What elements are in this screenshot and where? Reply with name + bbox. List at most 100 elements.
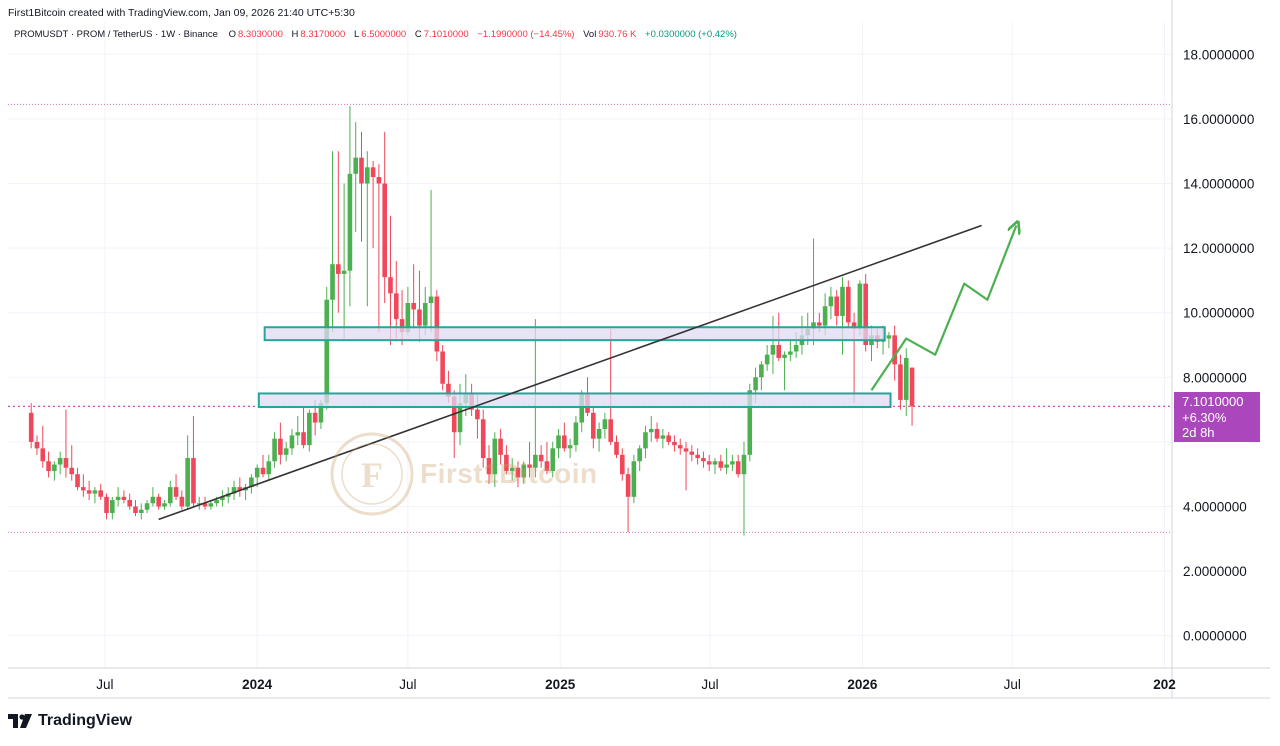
y-tick-label: 8.0000000: [1183, 370, 1247, 385]
candle-body: [52, 464, 57, 471]
vol-change-value: +0.0300000 (+0.42%): [645, 29, 737, 40]
candle-body: [509, 467, 515, 471]
candle-body: [573, 422, 579, 446]
candle-body: [312, 412, 318, 423]
candle-body: [527, 464, 532, 468]
candle-body: [347, 173, 353, 271]
candle-body: [544, 461, 550, 471]
candle-body: [712, 461, 718, 465]
candle-body: [173, 487, 179, 497]
candle-body: [782, 354, 787, 358]
support-resistance-zone: [257, 392, 892, 409]
candle-body: [759, 364, 764, 378]
candle-body: [550, 448, 556, 471]
grid: [8, 22, 1172, 668]
candle-body: [817, 322, 822, 326]
candle-body: [828, 296, 834, 307]
candle-body: [648, 428, 654, 433]
candle-body: [202, 503, 208, 507]
candle-body: [324, 299, 330, 404]
candle-body: [562, 435, 567, 449]
candle-body: [770, 345, 776, 355]
candle-body: [637, 448, 642, 462]
candle-body: [521, 464, 527, 478]
candle-body: [764, 354, 770, 365]
chart-credit: First1Bitcoin created with TradingView.c…: [8, 7, 355, 19]
candle-body: [480, 419, 486, 459]
candle-body: [475, 409, 480, 420]
candle-body: [254, 467, 260, 478]
candle-body: [811, 322, 816, 329]
candle-body: [411, 303, 416, 310]
candle-body: [69, 467, 75, 475]
candle-body: [747, 390, 753, 455]
drawings[interactable]: [158, 224, 1017, 521]
candle-body: [283, 448, 289, 455]
candle-body: [336, 264, 341, 274]
candle-body: [220, 496, 225, 501]
candle-body: [405, 303, 411, 333]
high-value: 8.3170000: [300, 29, 346, 40]
candle-body: [504, 454, 509, 471]
y-tick-label: 10.0000000: [1183, 306, 1254, 321]
current-price: 7.1010000: [1182, 394, 1244, 409]
candle-body: [237, 487, 243, 491]
candle-body: [724, 464, 729, 468]
x-tick-label: 2025: [545, 677, 576, 692]
candle-body: [735, 461, 741, 475]
close-label: C: [414, 29, 422, 40]
candle-body: [110, 500, 115, 513]
candle-body: [886, 335, 892, 339]
candle-body: [631, 461, 637, 497]
time-axis[interactable]: Jul 2024 Jul 2025 Jul 2026 Jul 202: [8, 667, 1270, 699]
trendline: [158, 224, 982, 521]
low-label: L: [353, 29, 360, 40]
candle-body: [863, 283, 868, 345]
candle-body: [115, 496, 121, 501]
candle-body: [196, 503, 202, 505]
watermark-logo-icon: F: [330, 432, 414, 516]
candle-body: [185, 458, 190, 507]
candle-body: [121, 496, 127, 501]
support-resistance-zone: [263, 326, 886, 342]
bar-countdown: 2d 8h: [1182, 425, 1215, 440]
candle-body: [591, 412, 596, 439]
candle-body: [730, 461, 735, 465]
candle-body: [208, 503, 214, 507]
candle-body: [857, 283, 863, 329]
candle-body: [318, 403, 324, 423]
vol-value: 930.76 K: [598, 29, 637, 40]
candle-body: [376, 177, 382, 184]
candle-body: [382, 183, 387, 278]
ohlc-legend: PROMUSDT · PROM / TetherUS · 1W · Binanc…: [14, 29, 739, 40]
candle-body: [46, 461, 51, 471]
symbol-label[interactable]: PROMUSDT · PROM / TetherUS · 1W · Binanc…: [14, 29, 218, 40]
candle-body: [434, 296, 440, 352]
x-tick-label: Jul: [701, 677, 718, 692]
candle-body: [834, 296, 840, 316]
candle-body: [370, 167, 376, 178]
candle-body: [150, 496, 156, 504]
candle-body: [677, 445, 683, 449]
low-value: 6.5000000: [361, 29, 407, 40]
candle-body: [440, 351, 445, 384]
zones[interactable]: [257, 326, 892, 409]
candle-body: [249, 477, 254, 488]
price-axis[interactable]: 0.0000000 2.0000000 4.0000000 8.0000000 10.0…: [1171, 0, 1254, 698]
candle-body: [359, 157, 364, 184]
candle-body: [602, 419, 608, 429]
tradingview-logo[interactable]: TradingView: [8, 712, 132, 730]
candle-body: [104, 496, 109, 513]
candle-body: [903, 357, 909, 400]
candle-body: [388, 277, 393, 294]
high-label: H: [291, 29, 299, 40]
candle-body: [428, 296, 434, 304]
candle-body: [214, 500, 219, 504]
y-tick-label: 2.0000000: [1183, 564, 1247, 579]
candle-body: [892, 335, 897, 365]
candle-body: [307, 412, 312, 446]
x-tick-label: 2024: [242, 677, 273, 692]
candle-body: [683, 448, 689, 452]
candle-body: [556, 435, 561, 449]
